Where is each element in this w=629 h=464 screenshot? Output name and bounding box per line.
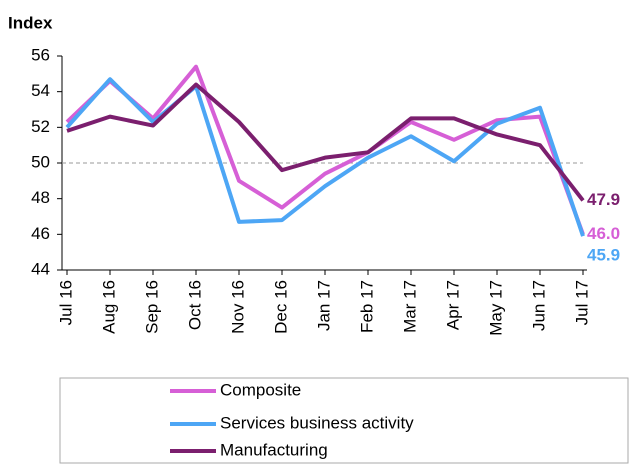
series-line bbox=[65, 77, 585, 237]
data-label: 47.9 bbox=[587, 190, 620, 209]
x-tick-label: Jun 17 bbox=[529, 280, 548, 331]
series-line bbox=[66, 82, 585, 202]
x-tick-label: Jul 17 bbox=[572, 280, 591, 325]
data-label: 46.0 bbox=[587, 224, 620, 243]
x-tick-label: Jan 17 bbox=[314, 280, 333, 331]
x-tick-label: Nov 16 bbox=[228, 280, 247, 334]
x-tick-label: Oct 16 bbox=[185, 280, 204, 330]
x-tick-label: Mar 17 bbox=[400, 280, 419, 333]
x-tick-label: May 17 bbox=[486, 280, 505, 336]
series-line bbox=[65, 64, 585, 236]
y-tick-label: 44 bbox=[31, 259, 50, 278]
legend-label: Services business activity bbox=[220, 413, 414, 432]
legend-label: Composite bbox=[220, 380, 301, 399]
x-tick-label: Dec 16 bbox=[271, 280, 290, 334]
y-tick-label: 52 bbox=[31, 117, 50, 136]
x-tick-label: Apr 17 bbox=[443, 280, 462, 330]
legend-label: Manufacturing bbox=[220, 440, 328, 459]
legend-box bbox=[59, 377, 629, 464]
data-label: 45.9 bbox=[587, 246, 620, 265]
x-tick-label: Aug 16 bbox=[99, 280, 118, 334]
y-tick-label: 50 bbox=[31, 152, 50, 171]
x-tick-label: Jul 16 bbox=[56, 280, 75, 325]
x-tick-label: Sep 16 bbox=[142, 280, 161, 334]
y-tick-label: 48 bbox=[31, 188, 50, 207]
y-tick-label: 46 bbox=[31, 224, 50, 243]
y-axis-label: Index bbox=[8, 13, 53, 32]
y-tick-label: 56 bbox=[31, 45, 50, 64]
y-tick-label: 54 bbox=[31, 81, 50, 100]
x-tick-label: Feb 17 bbox=[357, 280, 376, 333]
